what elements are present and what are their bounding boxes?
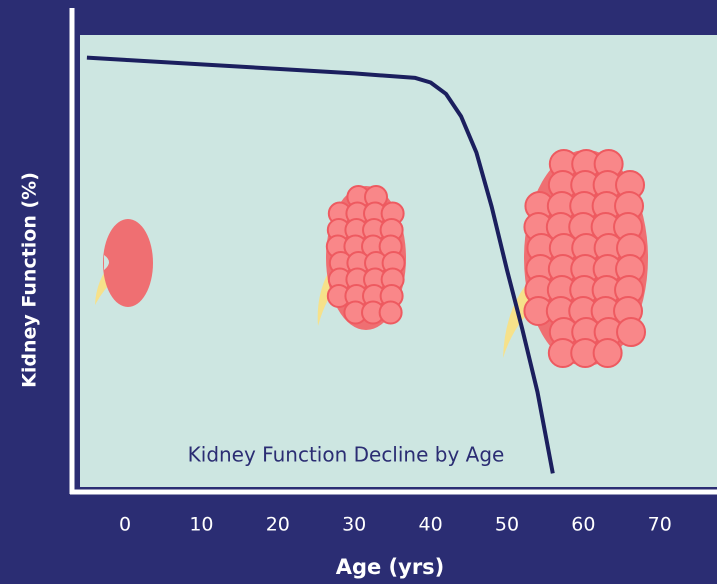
x-tick-label: 50	[495, 514, 519, 536]
kidney-lobe	[616, 317, 647, 347]
kidney-notch	[104, 255, 109, 270]
x-tick-label: 60	[571, 514, 595, 536]
kidney-lobe	[378, 300, 403, 325]
line	[86, 55, 555, 474]
x-tick-label: 0	[119, 514, 131, 536]
x-tick-label: 40	[418, 514, 442, 536]
x-tick-label: 30	[342, 514, 366, 536]
x-tick-label: 20	[266, 514, 290, 536]
x-tick-label: 10	[189, 514, 213, 536]
x-axis-label: Age (yrs)	[336, 555, 445, 579]
y-axis-label: Kidney Function (%)	[19, 172, 41, 388]
kidney-illustrations	[95, 149, 648, 368]
kidney-body	[103, 219, 153, 307]
kidney-lobe	[592, 338, 623, 368]
annotation: Kidney Function Decline by Age	[188, 443, 505, 467]
x-tick-label: 70	[648, 514, 672, 536]
